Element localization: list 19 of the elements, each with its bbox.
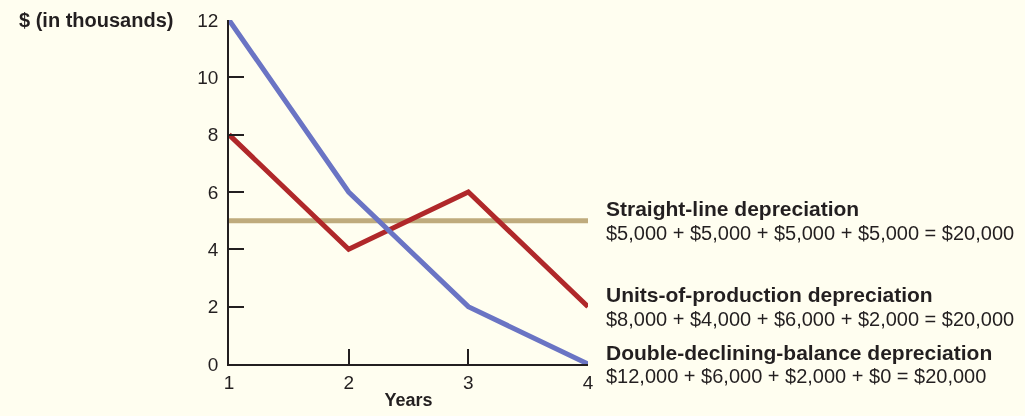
x-tick-label: 2 <box>343 371 354 393</box>
x-axis-title: Years <box>384 390 433 411</box>
text: $8,000 + $4,000 + $6,000 + $2,000 = $20,000 <box>606 308 1015 330</box>
y-tick-label: 10 <box>197 66 219 88</box>
series-label: Double-declining-balance depreciation <box>606 341 993 364</box>
text: $12,000 + $6,000 + $2,000 + $0 = $20,000 <box>606 365 987 387</box>
y-tick-label: 2 <box>207 296 219 318</box>
x-tick-label: 1 <box>223 371 235 393</box>
x-tick-label: 3 <box>463 371 474 393</box>
x-tick-label: 4 <box>582 371 594 393</box>
y-tick-label: 12 <box>197 9 219 31</box>
y-tick-label: 0 <box>207 353 219 375</box>
y-tick-label: 4 <box>207 238 219 260</box>
text: $5,000 + $5,000 + $5,000 + $5,000 = $20,000 <box>606 222 1015 244</box>
series-label: Straight-line depreciation <box>606 197 860 220</box>
y-tick-label: 8 <box>207 124 219 146</box>
series-label: Units-of-production depreciation <box>606 283 933 306</box>
y-tick-label: 6 <box>207 181 219 203</box>
y-axis-title: $ (in thousands) <box>19 9 174 31</box>
